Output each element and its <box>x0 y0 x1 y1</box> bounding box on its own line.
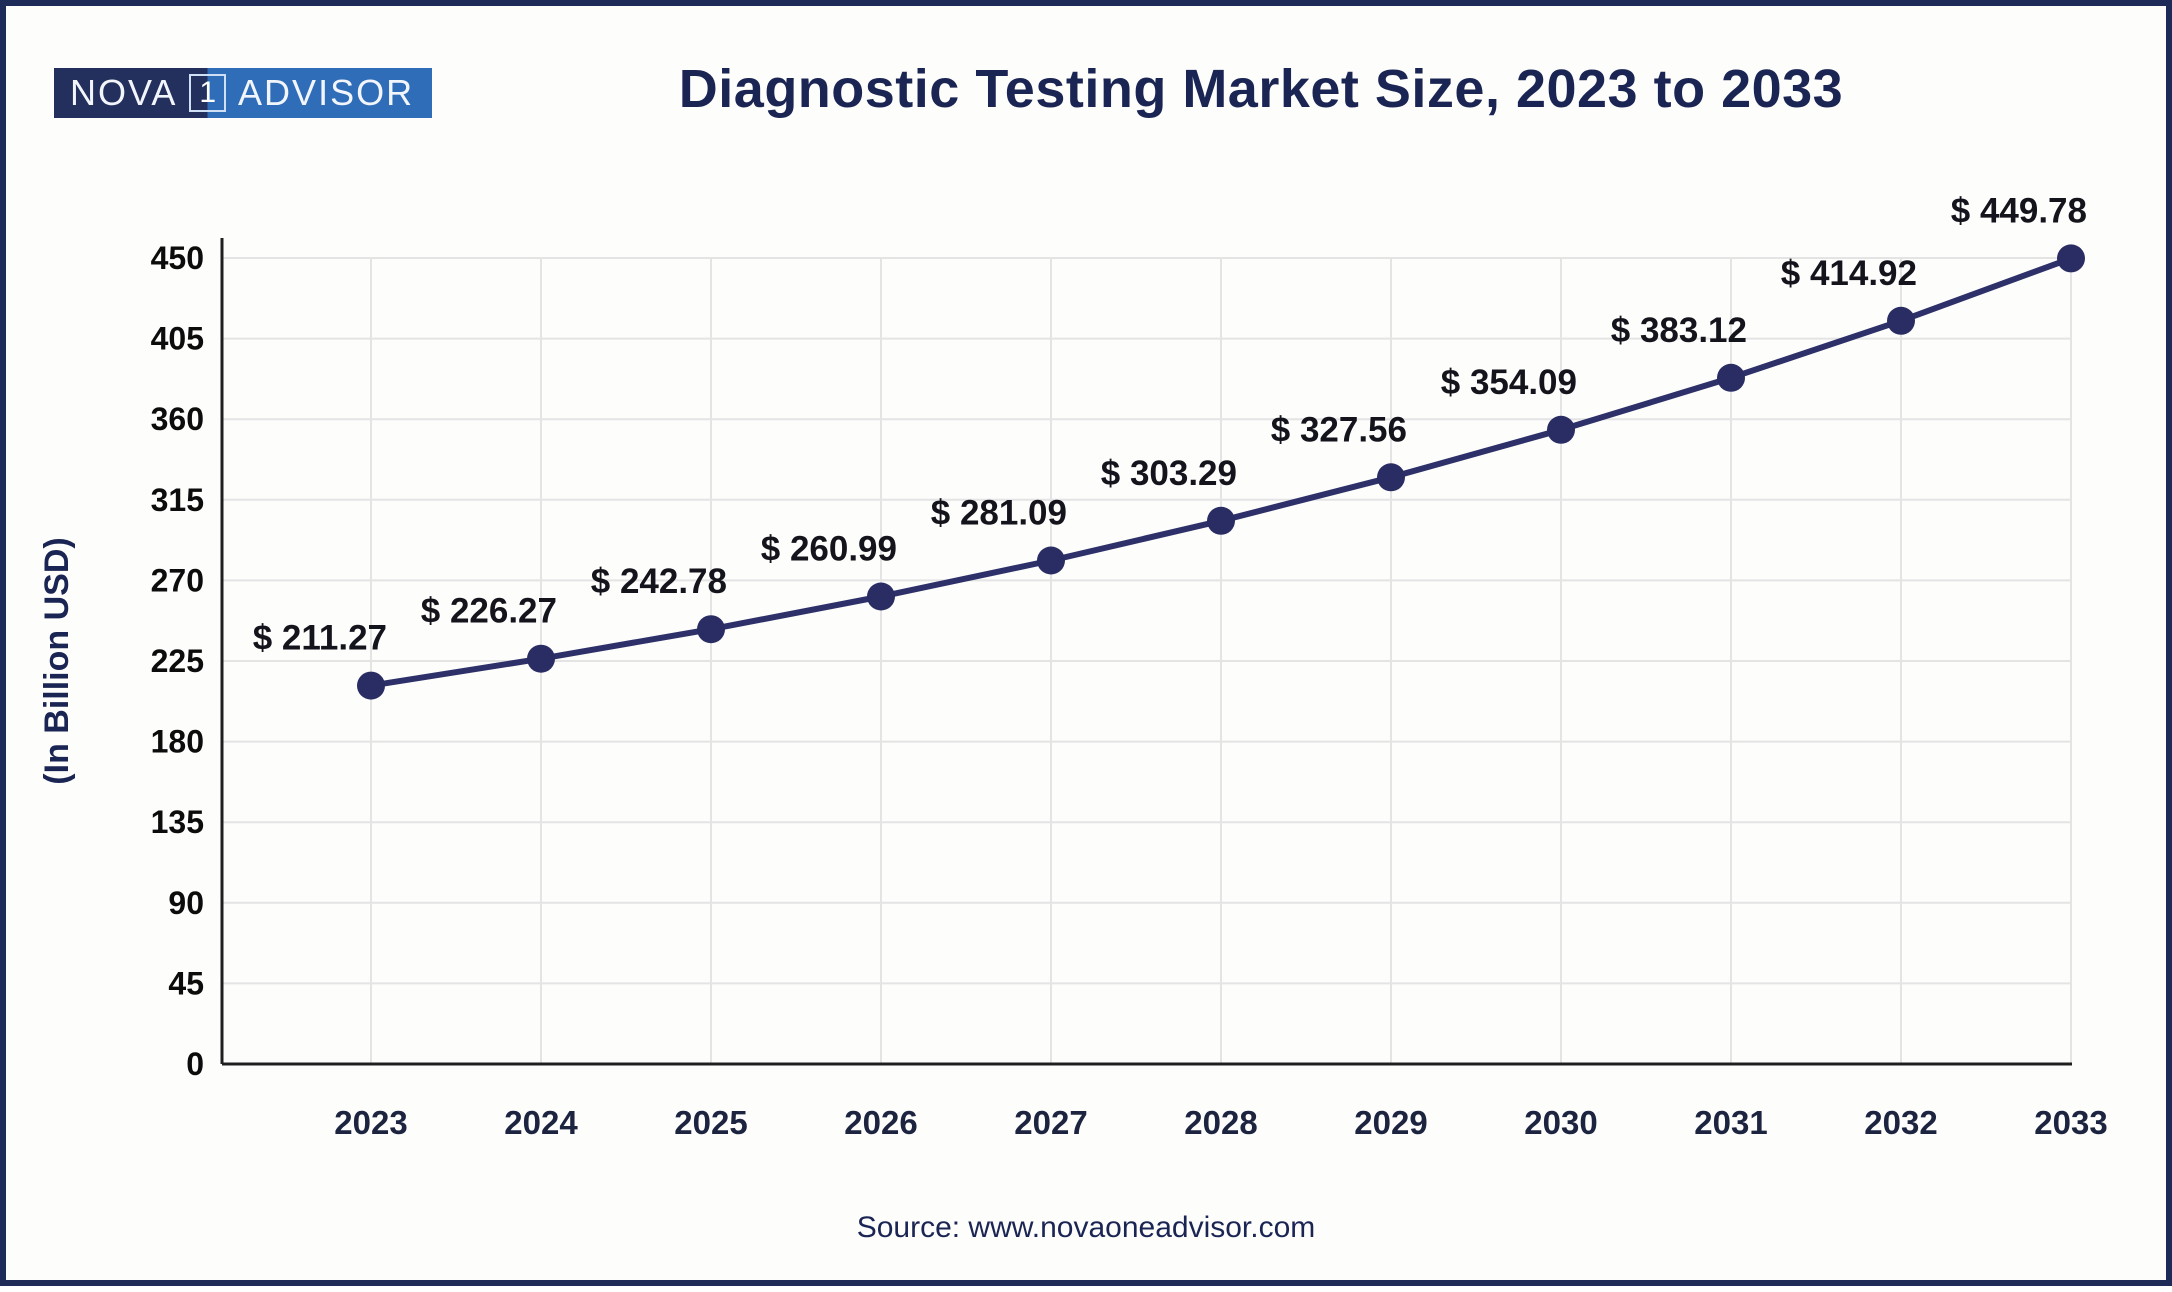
x-tick-label: 2031 <box>1694 1104 1767 1141</box>
data-point <box>867 582 895 611</box>
data-point <box>357 671 385 700</box>
data-label: $ 383.12 <box>1611 311 1747 350</box>
y-tick-label: 315 <box>151 482 204 518</box>
data-point <box>1887 306 1915 335</box>
x-tick-label: 2030 <box>1524 1104 1597 1141</box>
nova-one-advisor-logo: NOVA 1 ADVISOR <box>54 68 433 118</box>
logo-one-glyph: 1 <box>189 74 227 112</box>
data-point <box>1207 506 1235 535</box>
logo-segment-one-box: 1 <box>187 68 229 118</box>
data-point <box>527 644 555 673</box>
data-label: $ 242.78 <box>591 562 727 601</box>
data-labels: $ 211.27 $ 226.27 $ 242.78 $ 260.99 $ 281.09… <box>253 191 2087 657</box>
x-tick-label: 2028 <box>1184 1104 1257 1141</box>
y-axis-title: (In Billion USD) <box>38 537 76 784</box>
data-point <box>1547 415 1575 444</box>
data-point <box>2057 244 2085 273</box>
data-label: $ 354.09 <box>1441 363 1577 402</box>
data-label: $ 211.27 <box>253 619 387 658</box>
data-point <box>1037 546 1065 575</box>
data-label: $ 281.09 <box>931 494 1067 533</box>
data-points <box>357 244 2085 700</box>
source-attribution: Source: www.novaoneadvisor.com <box>856 1211 1316 1244</box>
data-point <box>1377 463 1405 492</box>
data-label: $ 226.27 <box>421 592 557 631</box>
y-tick-label: 360 <box>151 401 204 437</box>
data-label: $ 260.99 <box>761 530 897 569</box>
y-tick-label: 225 <box>151 643 204 679</box>
y-tick-label: 0 <box>186 1046 204 1082</box>
x-tick-label: 2023 <box>334 1104 407 1141</box>
y-gridlines <box>222 257 2072 985</box>
data-point <box>1717 363 1745 392</box>
y-tick-label: 45 <box>168 965 204 1001</box>
x-tick-label: 2025 <box>674 1104 747 1141</box>
y-tick-label: 270 <box>151 562 204 598</box>
y-tick-label: 135 <box>151 804 204 840</box>
x-tick-label: 2029 <box>1354 1104 1427 1141</box>
chart-title: Diagnostic Testing Market Size, 2023 to … <box>678 59 1844 119</box>
y-tick-label: 90 <box>168 885 204 921</box>
data-label: $ 303.29 <box>1101 454 1237 493</box>
x-tick-labels: 2023 2024 2025 2026 2027 2028 2029 2030 2031 2032… <box>334 1104 2107 1141</box>
data-point <box>697 615 725 644</box>
x-tick-label: 2032 <box>1864 1104 1937 1141</box>
y-tick-label: 180 <box>151 724 204 760</box>
data-label: $ 449.78 <box>1951 191 2087 230</box>
data-label: $ 414.92 <box>1781 254 1917 293</box>
x-tick-label: 2026 <box>844 1104 917 1141</box>
x-tick-label: 2024 <box>504 1104 578 1141</box>
logo-segment-nova: NOVA <box>54 68 188 118</box>
logo-segment-advisor: ADVISOR <box>228 68 433 118</box>
x-tick-label: 2033 <box>2034 1104 2107 1141</box>
y-tick-labels: 0 45 90 135 180 225 270 315 360 405 450 <box>151 240 204 1082</box>
y-tick-label: 405 <box>151 321 204 357</box>
data-label: $ 327.56 <box>1271 410 1407 449</box>
x-tick-label: 2027 <box>1014 1104 1087 1141</box>
y-tick-label: 450 <box>151 240 204 276</box>
